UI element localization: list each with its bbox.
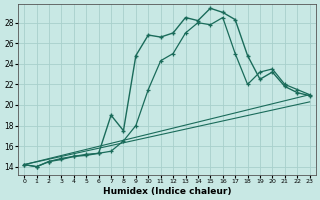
X-axis label: Humidex (Indice chaleur): Humidex (Indice chaleur) xyxy=(103,187,231,196)
